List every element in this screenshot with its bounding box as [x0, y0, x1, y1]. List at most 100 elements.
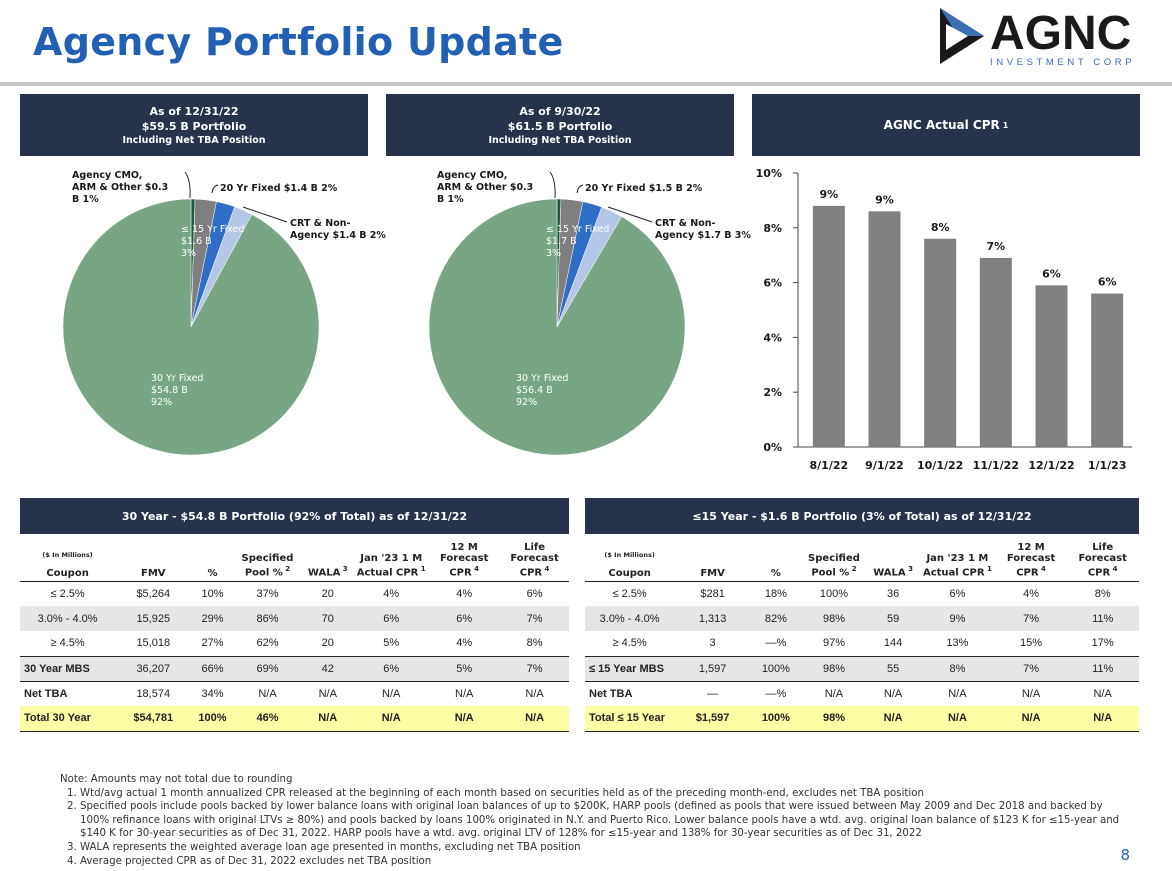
table-cell: 13% [946, 637, 969, 650]
column-header-footnote: 4 [1110, 565, 1118, 574]
cpr-bar [812, 205, 845, 447]
table-left-header: 30 Year - $54.8 B Portfolio (92% of Tota… [20, 498, 569, 534]
table-cell: 20 [321, 587, 334, 600]
table-cell: 36,207 [115, 655, 192, 682]
table-cell: 10% [201, 587, 224, 600]
cpr-y-tick-label: 2% [763, 386, 782, 399]
pie-left-leader-lines [184, 171, 653, 223]
table-cell: 8% [1094, 587, 1111, 600]
column-header: 12 M Forecast CPR 4 [995, 537, 1067, 582]
table-cell: 27% [201, 637, 224, 650]
table-cell: 1,597 [674, 655, 751, 682]
pie-chart-left [62, 198, 320, 456]
table-cell: 4% [1023, 587, 1040, 600]
table-cell: N/A [301, 706, 355, 732]
pie-chart-right [428, 198, 686, 456]
table-cell: N/A [500, 706, 569, 732]
pie-left-label-20yr: 20 Yr Fixed $1.4 B 2% [220, 183, 338, 194]
cpr-bar [979, 257, 1012, 447]
cpr-x-tick-label: 9/1/22 [865, 459, 904, 472]
footnotes: Note: Amounts may not total due to round… [60, 773, 1122, 868]
table-cell: 144 [883, 637, 903, 650]
cpr-x-tick-label: 8/1/22 [810, 459, 849, 472]
column-header-footnote: 3 [905, 565, 913, 574]
table-cell: $5,264 [136, 587, 171, 600]
cpr-y-tick-label: 8% [763, 222, 782, 235]
pie-right-label-30yr: 30 Yr Fixed $56.4 B 92% [516, 373, 569, 408]
column-header: WALA 3 [867, 537, 920, 582]
cpr-x-tick-label: 1/1/23 [1088, 459, 1127, 472]
column-header-footnote: 2 [849, 565, 857, 574]
table-cell: 15,925 [115, 606, 192, 631]
table-cell: 9% [919, 606, 996, 631]
pie-right-date: As of 9/30/22 [519, 105, 601, 118]
cpr-y-tick-label: 0% [763, 441, 782, 454]
footnote-4: Average projected CPR as of Dec 31, 2022… [80, 855, 1122, 869]
cpr-x-tick-label: 12/1/22 [1028, 459, 1074, 472]
pie-left-date: As of 12/31/22 [149, 105, 239, 118]
table-cell: 7% [500, 655, 569, 682]
table-15yr: ($ In Millions) Coupon FMV% Specified Pool … [585, 537, 1139, 732]
table-cell: Total 30 Year [20, 706, 116, 732]
column-header: Life Forecast CPR 4 [500, 537, 569, 582]
table-cell: 98% [800, 655, 868, 682]
pie-left-total: $59.5 B Portfolio [141, 120, 247, 133]
cpr-y-tick-label: 10% [756, 167, 782, 180]
column-header-footnote: 3 [340, 565, 348, 574]
page-title: Agency Portfolio Update [33, 20, 564, 64]
agnc-logo-mark-icon [940, 8, 984, 64]
table-cell: $1,597 [674, 706, 751, 732]
table-cell: N/A [883, 687, 903, 700]
column-header: ($ In Millions) Coupon [20, 537, 116, 582]
pie-left-label-30yr: 30 Yr Fixed $54.8 B 92% [151, 373, 204, 408]
table-cell: 3 [709, 637, 716, 650]
table-row: Total 30 Year $54,781 100% 46% N/A N/A N/A N/A [20, 706, 569, 732]
pie-right-total: $61.5 B Portfolio [507, 120, 613, 133]
table-row: ≤ 2.5% $5,264 10% 37% 20 4% 4% 6% [20, 581, 569, 606]
table-cell: 18% [764, 587, 787, 600]
table-cell: 4% [383, 587, 400, 600]
table-cell: Net TBA [24, 687, 68, 700]
table-cell: 100% [750, 655, 801, 682]
table-cell: 6% [428, 606, 501, 631]
pie-right-header: As of 9/30/22 $61.5 B Portfolio Includin… [386, 94, 734, 156]
table-cell: 82% [750, 606, 801, 631]
logo-tagline: INVESTMENT CORP [990, 57, 1136, 68]
pie-left-header: As of 12/31/22 $59.5 B Portfolio Includi… [20, 94, 368, 156]
table-row: Net TBA — —% N/A N/A N/A N/A N/A [585, 681, 1139, 706]
cpr-bar-data-label: 8% [931, 221, 950, 234]
cpr-chart-header: AGNC Actual CPR 1 [752, 94, 1140, 156]
logo-wordmark: AGNC [990, 7, 1132, 60]
table-cell: 11% [1066, 606, 1139, 631]
footnote-intro: Note: Amounts may not total due to round… [60, 774, 293, 785]
table-units-label: ($ In Millions) [604, 550, 655, 559]
table-cell: N/A [455, 687, 474, 700]
column-header: FMV [115, 537, 192, 582]
table-cell: 30 Year MBS [20, 655, 116, 682]
column-header-footnote: 1 [984, 565, 992, 574]
table-cell: 18,574 [136, 687, 171, 700]
pie-right-label-20yr: 20 Yr Fixed $1.5 B 2% [585, 183, 703, 194]
column-header: WALA 3 [301, 537, 355, 582]
cpr-y-tick-label: 4% [763, 331, 782, 344]
table-cell: 17% [1091, 637, 1114, 650]
column-header-label: % [207, 567, 218, 579]
column-header: % [750, 537, 801, 582]
column-header-label: Specified Pool % [808, 553, 860, 579]
column-header-label: Life Forecast CPR [1078, 542, 1127, 579]
table-cell: 62% [256, 637, 279, 650]
table-row: ≤ 2.5% $281 18% 100% 36 6% 4% 8% [585, 581, 1139, 606]
pie-right-label-15yr: ≤ 15 Yr Fixed $1.7 B 3% [546, 224, 610, 259]
column-header-label: Jan '23 1 M Actual CPR [922, 553, 989, 579]
table-cell: 6% [949, 587, 966, 600]
table-cell: 15% [1020, 637, 1043, 650]
table-cell: N/A [382, 687, 401, 700]
table-cell: 5% [383, 637, 400, 650]
column-header-label: Jan '23 1 M Actual CPR [356, 553, 423, 579]
agnc-logo: AGNC INVESTMENT CORP [938, 6, 1143, 70]
table-cell: 7% [995, 655, 1067, 682]
table-cell: 5% [428, 655, 501, 682]
column-header-label: Coupon [46, 567, 89, 579]
table-cell: $54,781 [115, 706, 192, 732]
table-cell: 7% [500, 606, 569, 631]
